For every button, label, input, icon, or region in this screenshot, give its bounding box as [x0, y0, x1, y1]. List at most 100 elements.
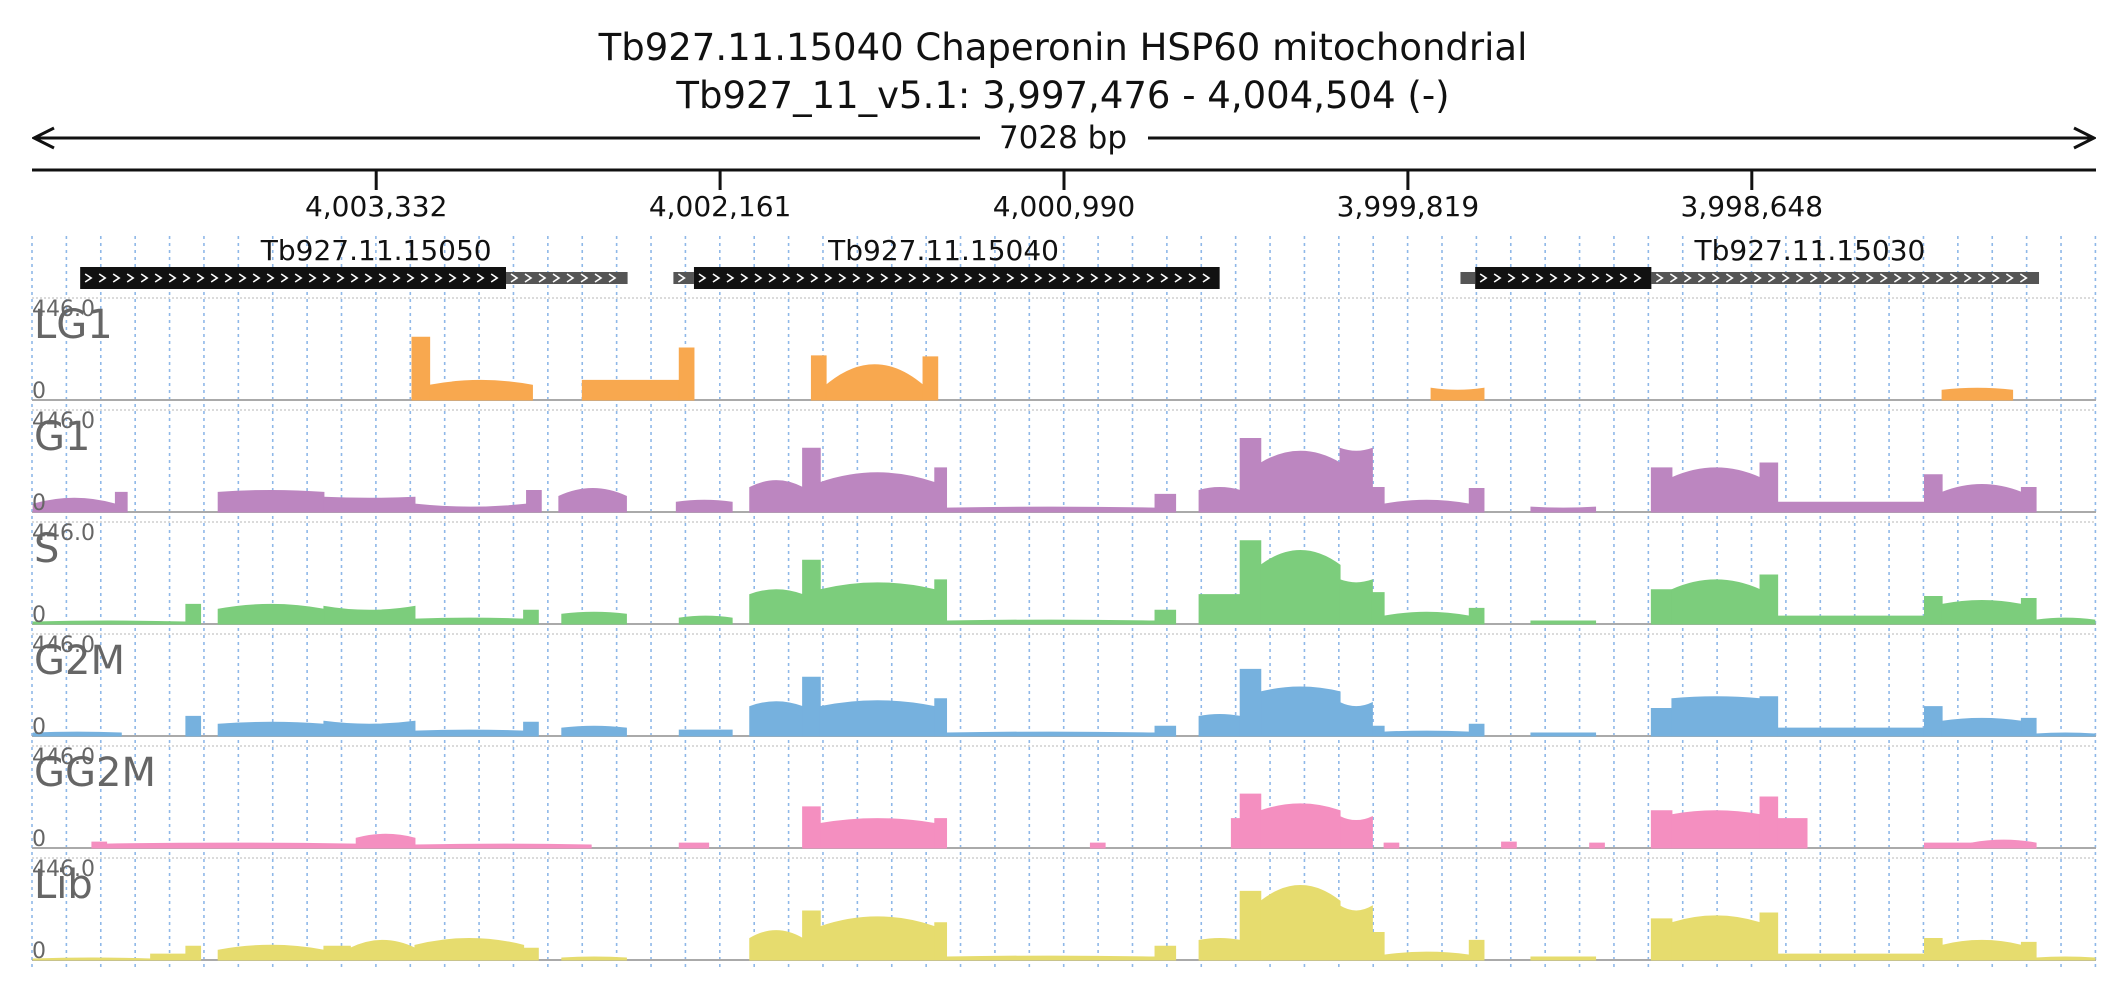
coverage-segment	[1777, 953, 1925, 961]
y-min-label: 0	[32, 603, 46, 628]
coverage-segment	[349, 939, 416, 961]
coverage-segment	[1239, 668, 1262, 737]
strand-arrow	[1697, 273, 1706, 283]
strand-arrow	[538, 273, 547, 283]
coverage-segment	[934, 922, 948, 961]
strand-arrow	[1020, 273, 1029, 283]
strand-arrow	[1535, 273, 1544, 283]
coverage-tracks: LG1446.00G1446.00S446.00G2M446.00GG2M446…	[32, 297, 2096, 964]
coverage-segment	[749, 480, 804, 513]
coverage-segment	[1089, 842, 1106, 849]
strand-arrow	[1521, 273, 1530, 283]
coverage-segment	[1777, 727, 1925, 737]
figure-title: Tb927.11.15040 Chaperonin HSP60 mitochon…	[598, 26, 1528, 69]
coverage-segment	[1923, 474, 1943, 513]
strand-arrow	[838, 273, 847, 283]
strand-arrow	[566, 273, 575, 283]
coverage-segment	[934, 579, 948, 625]
coverage-segment	[1239, 437, 1262, 513]
coverage-segment	[1759, 696, 1779, 737]
strand-arrow	[126, 273, 135, 283]
cds-block	[1475, 267, 1652, 289]
coverage-segment	[32, 620, 187, 625]
strand-arrow	[1633, 273, 1642, 283]
coverage-segment	[819, 700, 936, 737]
utr-block	[1460, 272, 1476, 284]
coverage-segment	[1430, 387, 1485, 401]
y-max-label: 446.0	[32, 633, 95, 658]
coverage-segment	[810, 355, 827, 401]
coverage-segment	[1759, 462, 1779, 513]
strand-arrow	[1076, 273, 1085, 283]
strand-arrow	[992, 273, 1001, 283]
y-min-label: 0	[32, 939, 46, 964]
strand-arrow	[308, 273, 317, 283]
strand-arrow	[1188, 273, 1197, 283]
coverage-segment	[1671, 696, 1761, 737]
coverage-segment	[934, 467, 948, 513]
tick-label: 3,998,648	[1681, 190, 1824, 223]
coverage-segment	[32, 731, 122, 737]
coverage-segment	[1260, 550, 1341, 625]
strand-arrow	[490, 273, 499, 283]
track-label: G1	[34, 414, 90, 460]
gene-model: Tb927.11.15030	[1460, 234, 2040, 289]
strand-arrow	[894, 273, 903, 283]
coverage-segment	[1650, 708, 1673, 737]
coverage-segment	[355, 833, 416, 849]
strand-arrow	[1563, 273, 1572, 283]
coverage-segment	[1154, 945, 1177, 961]
strand-arrow	[1963, 273, 1972, 283]
gene-label: Tb927.11.15040	[827, 234, 1059, 267]
coverage-segment	[1383, 611, 1470, 625]
coverage-segment	[1260, 686, 1341, 737]
track-label: GG2M	[34, 750, 156, 796]
coverage-segment	[749, 701, 804, 737]
strand-arrow	[406, 273, 415, 283]
strand-arrow	[1577, 273, 1586, 283]
coverage-segment	[1941, 600, 2022, 625]
strand-arrow	[364, 273, 373, 283]
strand-arrow	[1034, 273, 1043, 283]
strand-arrow	[1865, 273, 1874, 283]
strand-arrow	[580, 273, 589, 283]
cds-block	[80, 267, 507, 289]
coverage-segment	[1371, 486, 1385, 513]
strand-arrow	[866, 273, 875, 283]
coverage-segment	[1260, 885, 1341, 961]
coverage-segment	[802, 447, 821, 513]
coverage-segment	[523, 609, 539, 625]
strand-arrow	[2019, 273, 2028, 283]
strand-arrow	[1090, 273, 1099, 283]
strand-arrow	[908, 273, 917, 283]
coverage-segment	[1941, 484, 2022, 513]
coverage-segment	[1339, 905, 1373, 961]
strand-arrow	[168, 273, 177, 283]
coverage-segment	[323, 945, 351, 961]
strand-arrow	[880, 273, 889, 283]
strand-arrow	[782, 273, 791, 283]
coverage-segment	[1383, 499, 1470, 513]
coverage-segment	[934, 698, 948, 737]
strand-arrow	[280, 273, 289, 283]
strand-arrow	[1160, 273, 1169, 283]
y-max-label: 446.0	[32, 745, 95, 770]
coverage-segment	[678, 347, 695, 401]
coverage-segment	[1650, 918, 1673, 961]
strand-arrow	[1851, 273, 1860, 283]
coverage-segment	[1198, 487, 1241, 513]
y-min-label: 0	[32, 715, 46, 740]
strand-arrow	[1893, 273, 1902, 283]
coverage-segment	[1923, 706, 1943, 737]
strand-arrow	[322, 273, 331, 283]
coverage-segment	[523, 947, 539, 961]
strand-arrow	[1991, 273, 2000, 283]
coverage-segment	[1777, 501, 1925, 513]
coverage-segment	[429, 379, 533, 401]
strand-arrow	[392, 273, 401, 283]
coverage-segment	[946, 731, 1156, 737]
coverage-segment	[217, 944, 325, 961]
